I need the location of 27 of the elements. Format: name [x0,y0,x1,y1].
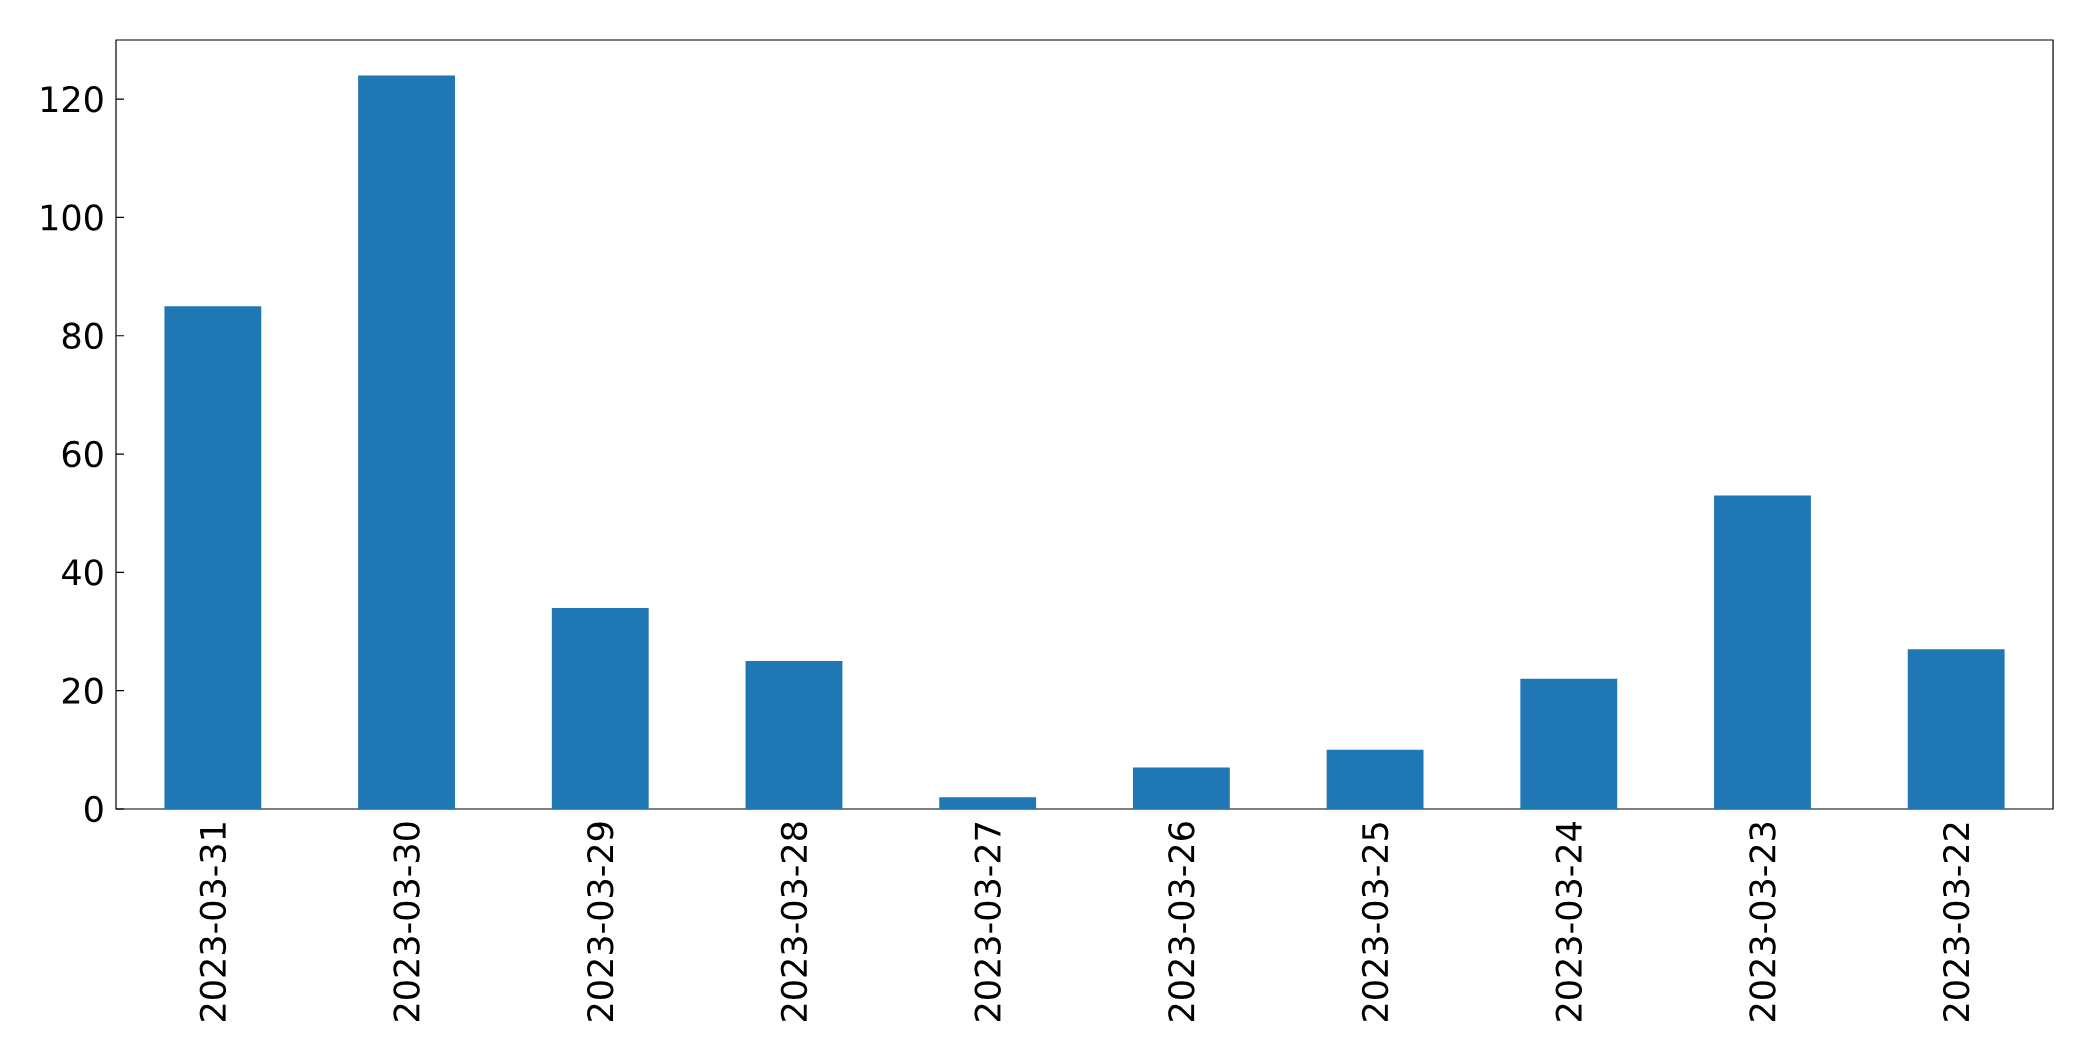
y-tick-label: 60 [62,440,103,468]
x-tick-label: 2023-03-30 [393,822,420,1021]
bar [1326,749,1424,809]
bar [1132,767,1230,809]
bar [745,661,843,809]
bar [939,797,1037,809]
bar [1907,649,2005,809]
bar [358,75,455,809]
bar [1714,495,1811,809]
y-tick-label: 40 [62,559,103,586]
x-tick-label: 2023-03-27 [974,823,1001,1021]
y-tick-label: 80 [62,322,103,349]
bar [164,306,262,809]
y-tick-label: 20 [62,677,103,704]
y-tick-label: 0 [84,795,103,823]
y-tick-label: 120 [41,85,103,113]
x-tick-label: 2023-03-25 [1361,823,1389,1021]
bar [1520,678,1618,809]
y-tick-label: 100 [41,204,103,231]
x-tick-label: 2023-03-26 [1168,822,1195,1021]
x-tick-label: 2023-03-28 [780,822,808,1021]
x-tick-label: 2023-03-31 [199,823,227,1021]
bar [551,607,649,809]
x-tick-label: 2023-03-24 [1555,822,1583,1021]
x-tick-label: 2023-03-29 [587,822,614,1021]
x-tick-label: 2023-03-23 [1749,822,1776,1021]
x-tick-label: 2023-03-22 [1942,823,1970,1021]
